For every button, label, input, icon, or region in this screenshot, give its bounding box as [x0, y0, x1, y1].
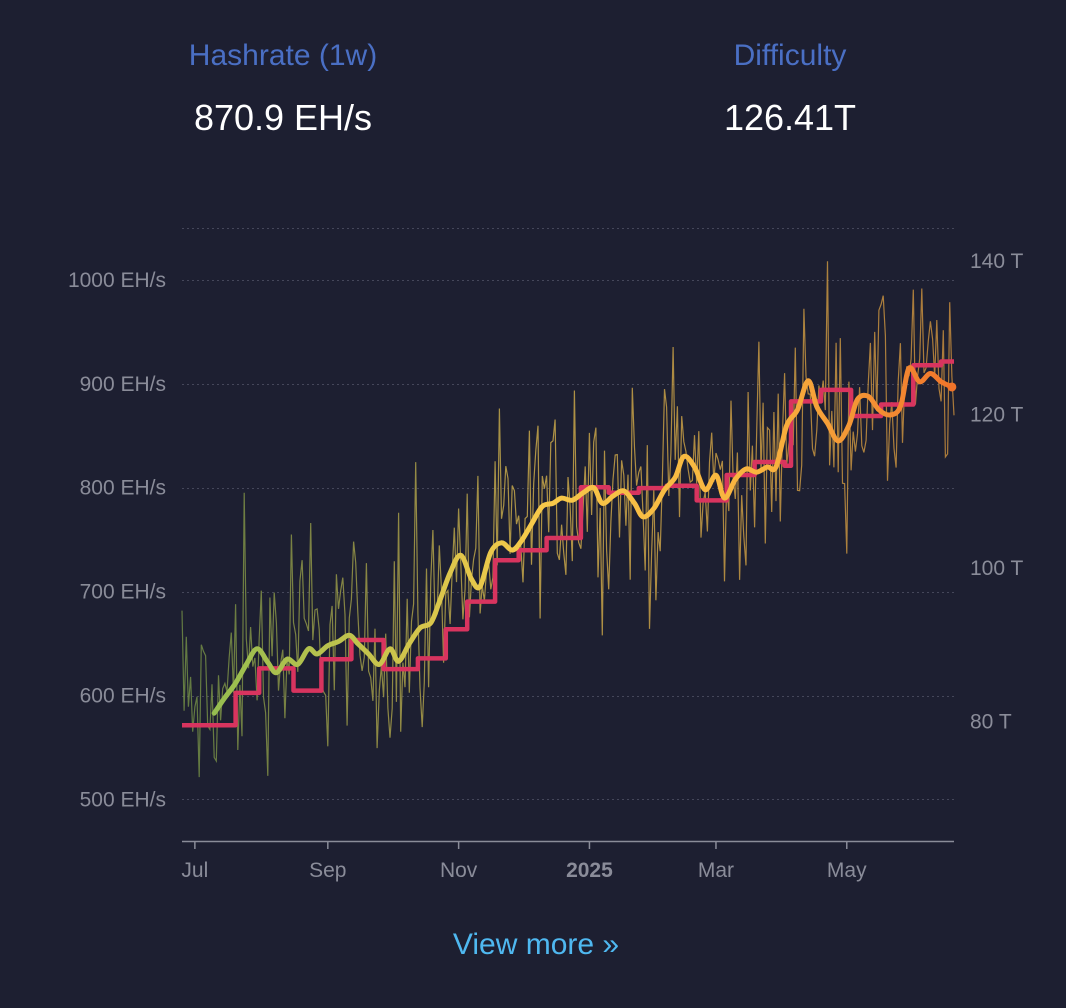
y-right-tick-label: 80 T: [970, 710, 1012, 733]
x-tick-label: Sep: [309, 859, 346, 882]
y-right-tick-label: 120 T: [970, 403, 1023, 426]
hashrate-label: Hashrate (1w): [188, 39, 378, 72]
x-tick-label: Mar: [698, 859, 734, 882]
x-tick-label: Jul: [181, 859, 208, 882]
view-more-link[interactable]: View more »: [452, 928, 620, 961]
chart-axes: 500 EH/s 600 EH/s 700 EH/s 800 EH/s 900 EH/s…: [68, 250, 1024, 882]
y-right-tick-label: 140 T: [970, 250, 1023, 273]
y-right-tick-label: 100 T: [970, 557, 1023, 580]
hashrate-value: 870.9 EH/s: [193, 97, 373, 138]
hashrate-stat: Hashrate (1w) 870.9 EH/s: [113, 36, 453, 140]
difficulty-label: Difficulty: [733, 39, 847, 72]
hashrate-end-marker: [947, 382, 957, 392]
difficulty-value: 126.41T: [723, 97, 857, 138]
x-tick-label: Nov: [440, 859, 478, 882]
y-left-tick-label: 900 EH/s: [80, 373, 166, 396]
y-left-tick-label: 1000 EH/s: [68, 269, 166, 292]
difficulty-stat: Difficulty 126.41T: [620, 36, 960, 140]
hashrate-difficulty-chart: 500 EH/s 600 EH/s 700 EH/s 800 EH/s 900 EH/s…: [68, 228, 1024, 882]
y-left-tick-label: 500 EH/s: [80, 788, 166, 811]
y-left-tick-label: 600 EH/s: [80, 685, 166, 708]
grid-lines: [182, 228, 954, 800]
chart-series: [182, 359, 957, 728]
hashrate-line: [211, 365, 955, 716]
x-tick-label: 2025: [566, 859, 613, 882]
raw-hashrate-path: [181, 261, 955, 778]
x-tick-label: May: [827, 859, 867, 882]
raw-hashrate-line: [181, 261, 955, 778]
y-left-tick-label: 800 EH/s: [80, 477, 166, 500]
y-left-tick-label: 700 EH/s: [80, 581, 166, 604]
